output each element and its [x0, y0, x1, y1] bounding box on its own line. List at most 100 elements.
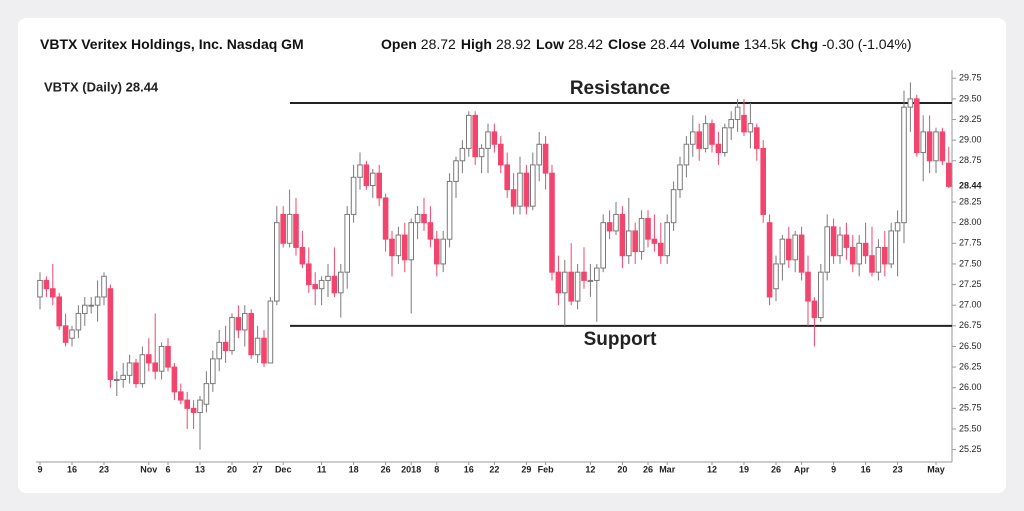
- candle-body: [171, 366, 178, 393]
- candle-body: [261, 337, 267, 364]
- y-tick-label: 27.50: [959, 258, 982, 268]
- candle-body: [606, 222, 613, 232]
- candle-body: [613, 213, 619, 232]
- candle-body: [491, 131, 498, 145]
- x-tick-label: 23: [99, 464, 109, 474]
- x-tick-label: Dec: [275, 464, 292, 474]
- candle-body: [56, 296, 63, 327]
- x-tick-label: 29: [521, 464, 531, 474]
- candle-body: [165, 345, 171, 368]
- candle-body: [638, 218, 645, 253]
- stat-value: -0.30 (-1.04%): [822, 36, 912, 52]
- x-tick-label: 9: [831, 464, 836, 474]
- candle-body: [235, 317, 242, 331]
- x-tick-label: Apr: [794, 464, 810, 474]
- candle-body: [594, 267, 600, 281]
- stat-label: Close: [608, 36, 647, 52]
- x-tick-label: 18: [349, 464, 359, 474]
- candle-body: [734, 106, 741, 121]
- candle-body: [926, 131, 933, 162]
- candle-body: [779, 238, 786, 265]
- x-tick-label: 11: [317, 464, 327, 474]
- candle-body: [626, 230, 632, 257]
- candle-body: [882, 246, 888, 265]
- candle-body: [357, 164, 363, 178]
- candle-body: [331, 275, 338, 294]
- candle-body: [440, 238, 446, 265]
- x-tick-label: 16: [861, 464, 871, 474]
- y-tick-label: 25.25: [959, 444, 982, 454]
- candle-body: [370, 172, 376, 187]
- candle-body: [184, 399, 190, 409]
- stat-value: 28.72: [420, 36, 456, 52]
- candle-body: [421, 213, 427, 224]
- candle-body: [453, 160, 459, 182]
- x-tick-label: 12: [585, 464, 595, 474]
- y-tick-label: 26.75: [959, 320, 982, 330]
- candle-body: [299, 246, 306, 265]
- candle-body: [350, 176, 357, 215]
- candle-body: [478, 147, 485, 158]
- candle-body: [203, 383, 210, 405]
- stat-label: High: [460, 36, 492, 52]
- candle-body: [824, 226, 831, 273]
- candle-body: [888, 230, 895, 265]
- candle-body: [632, 230, 639, 253]
- candle-body: [939, 131, 946, 162]
- candle-body: [773, 263, 779, 290]
- candle-body: [862, 242, 869, 257]
- candle-body: [530, 164, 536, 207]
- stat-label: Open: [381, 36, 417, 52]
- candle-body: [376, 172, 382, 199]
- candle-body: [152, 362, 158, 372]
- candle-body: [683, 143, 690, 166]
- candle-body: [754, 127, 760, 149]
- y-tick-label: 29.25: [959, 114, 982, 124]
- candle-body: [498, 143, 504, 166]
- candle-body: [459, 147, 466, 162]
- candle-body: [229, 317, 235, 352]
- last-price-label: 28.44: [959, 181, 982, 191]
- candle-body: [101, 275, 107, 298]
- x-tick-label: 26: [643, 464, 653, 474]
- x-tick-label: 6: [165, 464, 170, 474]
- x-tick-label: 22: [489, 464, 499, 474]
- stat-label: Low: [535, 36, 564, 52]
- candle-body: [907, 98, 914, 108]
- candle-body: [286, 213, 293, 244]
- candle-body: [690, 131, 696, 145]
- candle-body: [574, 271, 581, 302]
- x-tick-label: 8: [434, 464, 439, 474]
- x-tick-label: 19: [739, 464, 749, 474]
- candle-body: [562, 271, 568, 294]
- candle-body: [280, 213, 286, 244]
- x-tick-label: 16: [464, 464, 474, 474]
- candle-body: [741, 114, 747, 133]
- candle-body: [920, 131, 927, 154]
- candle-body: [786, 238, 792, 261]
- candle-body: [792, 234, 799, 261]
- candle-body: [664, 222, 671, 257]
- candle-body: [760, 147, 767, 215]
- chart-title: VBTX (Daily) 28.44: [44, 79, 159, 94]
- candle-body: [293, 213, 299, 248]
- candle-body: [619, 213, 626, 257]
- last-price-bg: [955, 180, 985, 193]
- candle-body: [222, 341, 229, 352]
- candle-body: [94, 296, 101, 306]
- candle-body: [82, 304, 88, 314]
- x-tick-label: 13: [195, 464, 205, 474]
- candle-body: [446, 180, 453, 240]
- candle-body: [485, 131, 491, 149]
- candle-body: [325, 275, 331, 281]
- candle-body: [901, 106, 907, 224]
- header-stats: Open 28.72 High 28.92 Low 28.42 Close 28.44 Volu…: [381, 36, 916, 52]
- stat-label: Chg: [790, 36, 818, 52]
- candle-body: [504, 164, 510, 191]
- candle-body: [766, 222, 773, 298]
- x-tick-label: 2018: [401, 464, 421, 474]
- x-tick-label: 27: [253, 464, 263, 474]
- candle-body: [645, 218, 651, 240]
- candle-body: [402, 234, 408, 261]
